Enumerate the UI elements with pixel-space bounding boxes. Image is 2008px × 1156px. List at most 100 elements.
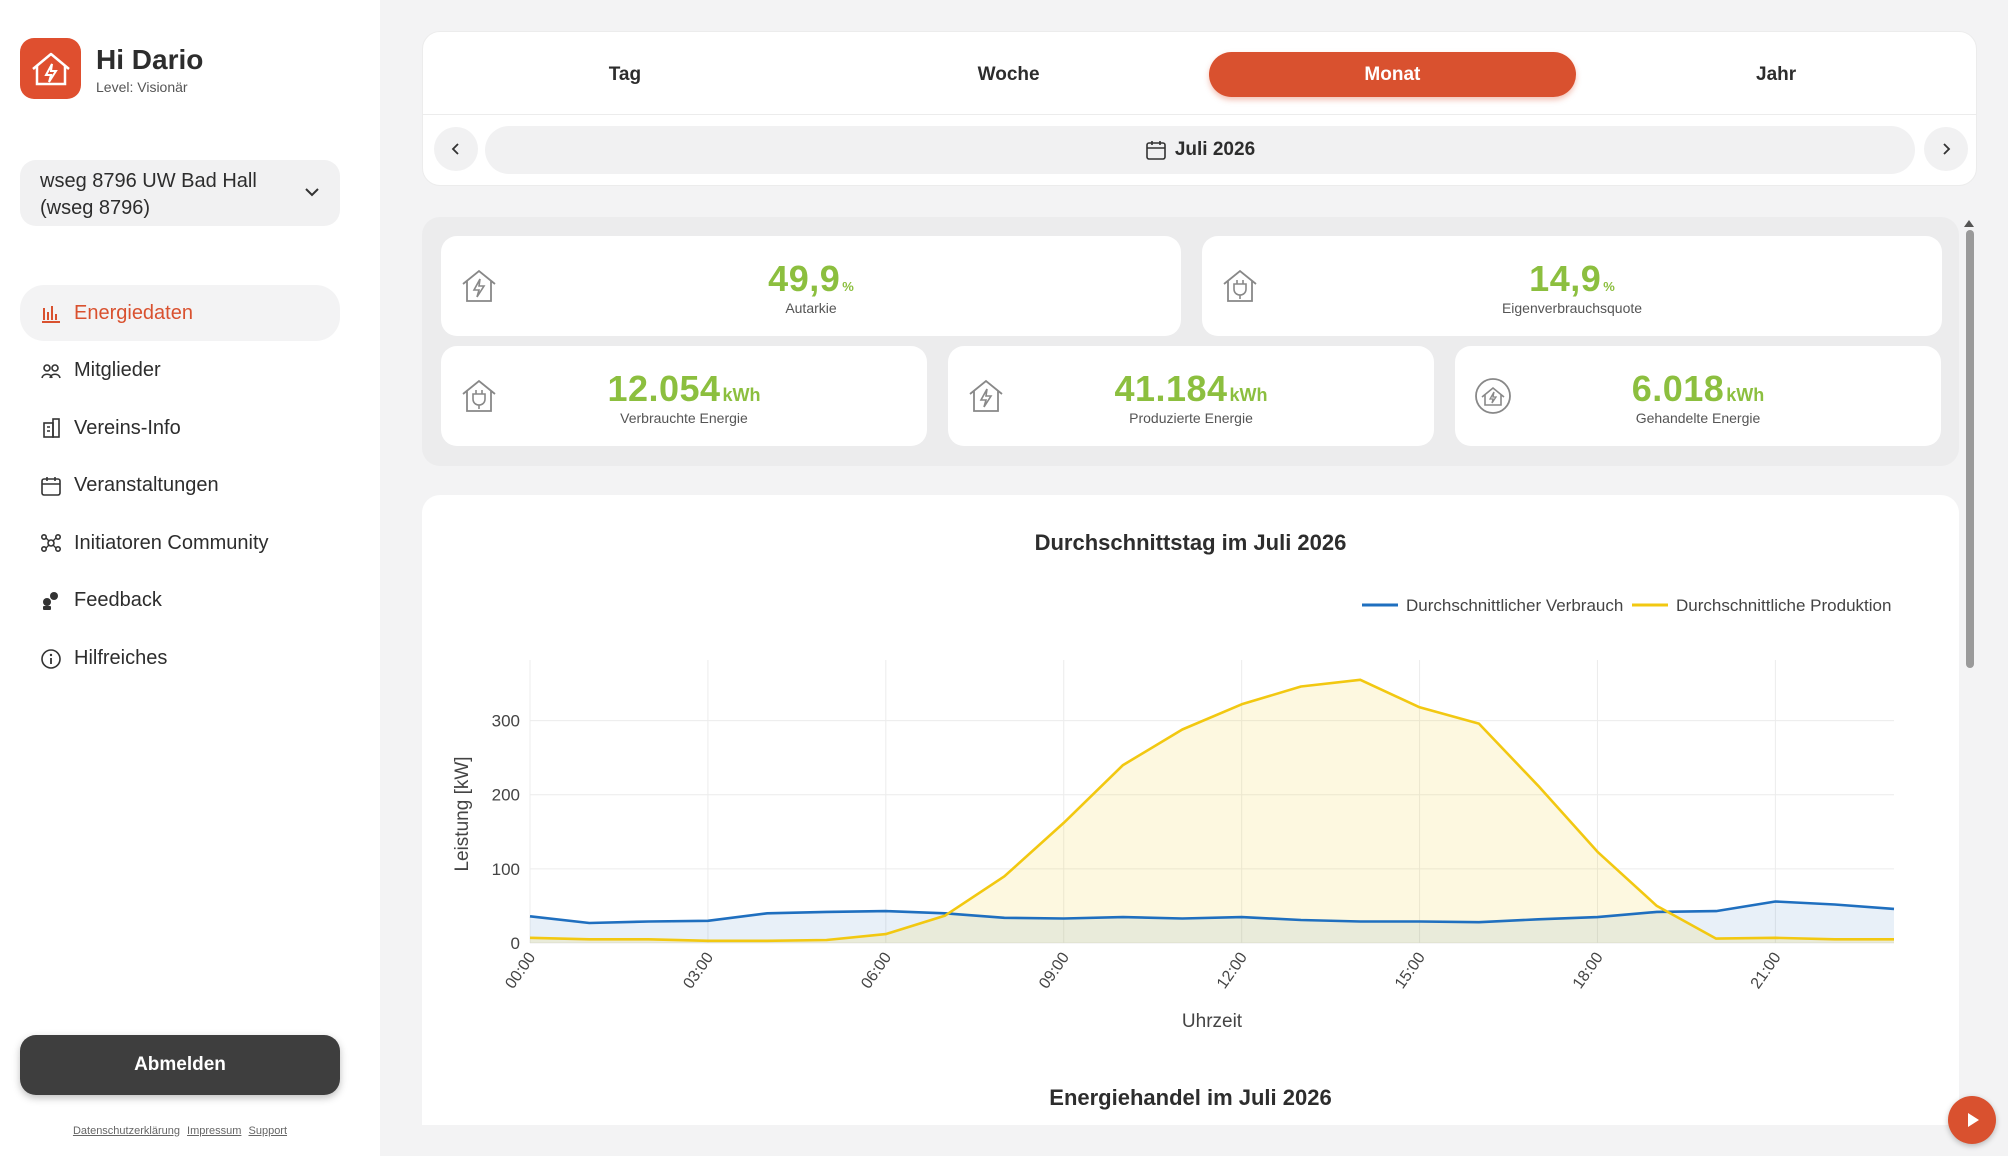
x-tick-label: 00:00	[502, 949, 539, 992]
nav-item-hilfreiches[interactable]: Hilfreiches	[20, 631, 340, 687]
kpi-eigenverbrauch-unit: %	[1603, 279, 1615, 294]
kpi-autarkie-label: Autarkie	[785, 300, 837, 316]
calendar-icon	[40, 475, 62, 497]
building-icon	[40, 417, 62, 439]
kpi-verbrauchte-energie: 12.054 kWh Verbrauchte Energie	[441, 346, 927, 446]
nav-label: Vereins-Info	[74, 416, 181, 439]
bar-chart-icon	[40, 302, 62, 324]
next-period-button[interactable]	[1924, 127, 1968, 171]
section-title-energiehandel: Energiehandel im Juli 2026	[1049, 1085, 1332, 1110]
period-selector: Tag Woche Monat Jahr Juli 2026	[422, 31, 1977, 186]
kpi-produzierte-energie: 41.184 kWh Produzierte Energie	[948, 346, 1434, 446]
divider	[423, 114, 1976, 115]
kpi-gehandelt-label: Gehandelte Energie	[1635, 410, 1761, 426]
x-tick-label: 15:00	[1392, 949, 1429, 992]
main-nav: Energiedaten Mitglieder Vereins-Info Ver…	[20, 285, 340, 688]
kpi-produziert-value: 41.184	[1114, 368, 1228, 409]
kpi-gehandelt-value: 6.018	[1631, 368, 1725, 409]
nav-item-mitglieder[interactable]: Mitglieder	[20, 343, 340, 399]
chart-lines	[529, 678, 1895, 943]
scroll-up-arrow[interactable]	[1964, 220, 1974, 227]
house-logo-icon	[20, 38, 81, 99]
privacy-link[interactable]: Datenschutzerklärung	[72, 1125, 180, 1137]
y-tick-label: 200	[492, 786, 520, 805]
kpi-eigenverbrauchsquote: 14,9% Eigenverbrauchsquote	[1202, 236, 1942, 336]
kpi-autarkie-value: 49,9	[768, 258, 841, 299]
kpi-autarkie: 49,9% Autarkie	[441, 236, 1181, 336]
house-plug-icon	[1223, 269, 1257, 302]
kpi-eigenverbrauch-label: Eigenverbrauchsquote	[1501, 300, 1643, 316]
kpi-produziert-label: Produzierte Energie	[1129, 410, 1253, 426]
x-tick-label: 18:00	[1570, 949, 1607, 992]
nav-label: Initiatoren Community	[74, 531, 269, 554]
scrollbar-thumb[interactable]	[1966, 230, 1974, 668]
y-axis-label: Leistung [kW]	[452, 756, 473, 871]
chart-legend: Durchschnittlicher Verbrauch Durchschnitt…	[1362, 596, 1891, 615]
chart-areas	[530, 679, 1894, 943]
user-level: Level: Visionär	[96, 78, 188, 95]
chart-card: Durchschnittstag im Juli 2026 00:00 03:00…	[422, 495, 1959, 1125]
nav-item-energiedaten[interactable]: Energiedaten	[20, 285, 340, 341]
y-tick-label: 0	[511, 934, 520, 953]
nav-item-veranstaltungen[interactable]: Veranstaltungen	[20, 458, 340, 514]
network-icon	[40, 532, 62, 554]
x-tick-label: 09:00	[1036, 949, 1073, 992]
nav-item-feedback[interactable]: Feedback	[20, 573, 340, 629]
period-label: Juli 2026	[1174, 139, 1256, 160]
x-axis-label: Uhrzeit	[1182, 1011, 1243, 1032]
calendar-icon	[1146, 141, 1166, 160]
x-tick-label: 21:00	[1748, 949, 1785, 992]
legend-label: Durchschnittlicher Verbrauch	[1406, 596, 1623, 615]
play-icon	[1968, 1113, 1979, 1127]
logout-button[interactable]: Abmelden	[20, 1035, 340, 1095]
nav-label: Mitglieder	[74, 359, 161, 382]
sidebar: Hi Dario Level: Visionär wseg 8796 UW Ba…	[0, 0, 380, 1156]
feedback-icon	[40, 590, 62, 612]
kpi-verbraucht-label: Verbrauchte Energie	[620, 410, 748, 426]
chevron-left-icon	[451, 143, 459, 155]
kpi-autarkie-unit: %	[842, 279, 854, 294]
chart-title: Durchschnittstag im Juli 2026	[1034, 530, 1347, 555]
chevron-right-icon	[1943, 143, 1951, 155]
x-tick-label: 12:00	[1214, 949, 1251, 992]
members-icon	[40, 360, 62, 382]
nav-label: Veranstaltungen	[74, 474, 219, 497]
previous-period-button[interactable]	[434, 127, 478, 171]
legend-label: Durchschnittliche Produktion	[1676, 596, 1891, 615]
house-plug-icon	[462, 379, 496, 412]
x-tick-label: 06:00	[858, 949, 895, 992]
nav-label: Energiedaten	[74, 301, 193, 324]
x-tick-label: 03:00	[680, 949, 717, 992]
chart-grid	[529, 660, 1894, 944]
support-link[interactable]: Support	[248, 1125, 288, 1137]
community-select[interactable]: wseg 8796 UW Bad Hall (wseg 8796)	[20, 160, 340, 226]
kpi-gehandelte-energie: 6.018 kWh Gehandelte Energie	[1455, 346, 1941, 446]
tab-monat[interactable]: Monat	[1208, 52, 1577, 97]
imprint-link[interactable]: Impressum	[187, 1125, 242, 1137]
y-tick-label: 100	[492, 860, 520, 879]
kpi-verbraucht-value: 12.054	[607, 368, 721, 409]
tab-jahr[interactable]: Jahr	[1756, 63, 1797, 85]
y-tick-label: 300	[492, 712, 520, 731]
greeting: Hi Dario	[96, 43, 204, 75]
kpi-verbraucht-unit: kWh	[722, 385, 761, 405]
house-lightning-icon	[462, 269, 496, 302]
nav-label: Hilfreiches	[74, 647, 168, 670]
user-profile: Hi Dario Level: Visionär	[20, 38, 203, 99]
series-area	[530, 679, 1894, 943]
series-line	[529, 678, 1894, 943]
nav-item-vereins-info[interactable]: Vereins-Info	[20, 400, 340, 456]
kpi-produziert-unit: kWh	[1229, 385, 1268, 405]
house-lightning-icon	[969, 379, 1003, 412]
info-icon	[40, 648, 62, 670]
play-button[interactable]	[1948, 1096, 1996, 1144]
kpi-panel: 49,9% Autarkie 14,9% Eigenverbrauchsquot…	[422, 217, 1959, 466]
period-date-picker[interactable]: Juli 2026	[485, 126, 1915, 174]
tab-tag[interactable]: Tag	[608, 63, 642, 85]
tab-woche[interactable]: Woche	[977, 63, 1040, 85]
period-tabs: Tag Woche Monat Jahr	[433, 52, 1968, 97]
kpi-gehandelt-unit: kWh	[1726, 385, 1765, 405]
trade-house-icon	[1475, 378, 1511, 414]
nav-item-initiatoren-community[interactable]: Initiatoren Community	[20, 515, 340, 571]
average-day-chart: 00:00 03:00 06:00 09:00 12:00 15:00 18:00 21:00…	[452, 596, 1895, 1032]
